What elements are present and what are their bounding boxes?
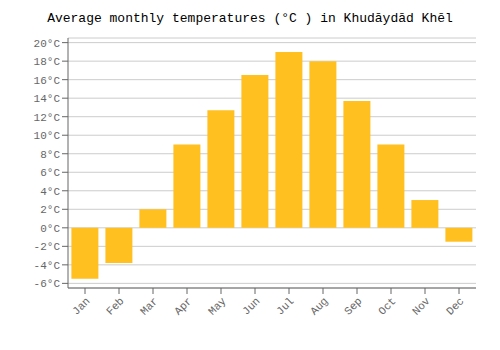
svg-text:Dec: Dec <box>444 295 466 317</box>
svg-text:6°C: 6°C <box>40 167 60 179</box>
svg-text:18°C: 18°C <box>34 56 61 68</box>
svg-text:8°C: 8°C <box>40 149 60 161</box>
svg-text:0°C: 0°C <box>40 223 60 235</box>
svg-text:16°C: 16°C <box>34 75 61 87</box>
svg-text:Mar: Mar <box>138 295 160 317</box>
svg-text:Feb: Feb <box>104 295 126 317</box>
svg-text:Jan: Jan <box>70 295 92 317</box>
svg-text:2°C: 2°C <box>40 204 60 216</box>
svg-text:10°C: 10°C <box>34 130 61 142</box>
svg-text:14°C: 14°C <box>34 93 61 105</box>
html-text:Average monthly temperatures (: Average monthly temperatures (°C ) in Kh… <box>47 11 453 26</box>
svg-text:Apr: Apr <box>172 295 194 317</box>
svg-text:4°C: 4°C <box>40 186 60 198</box>
svg-text:-2°C: -2°C <box>34 241 61 253</box>
svg-text:Aug: Aug <box>308 295 330 317</box>
svg-text:Jul: Jul <box>274 295 296 317</box>
svg-text:Sep: Sep <box>342 295 364 317</box>
svg-text:-4°C: -4°C <box>34 260 61 272</box>
svg-text:-6°C: -6°C <box>34 278 61 290</box>
svg-text:12°C: 12°C <box>34 112 61 124</box>
svg-text:Jun: Jun <box>240 295 262 317</box>
svg-text:May: May <box>206 295 229 318</box>
svg-text:Nov: Nov <box>410 295 433 318</box>
svg-text:Oct: Oct <box>376 295 398 317</box>
svg-text:20°C: 20°C <box>34 38 61 50</box>
